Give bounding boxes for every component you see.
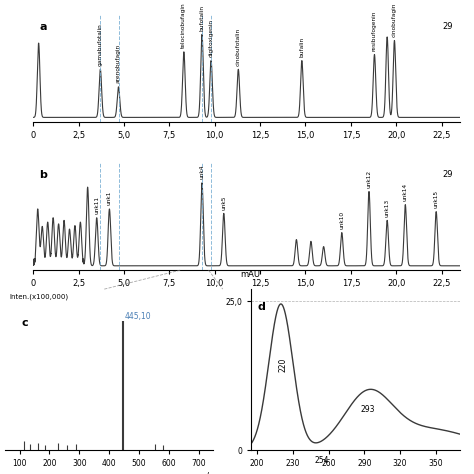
Text: 254: 254 bbox=[314, 456, 328, 465]
Text: 445,10: 445,10 bbox=[125, 312, 152, 321]
Text: unk12: unk12 bbox=[366, 170, 372, 188]
Text: 220: 220 bbox=[279, 357, 288, 372]
Text: 29: 29 bbox=[443, 170, 453, 179]
Text: m/z: m/z bbox=[198, 471, 213, 474]
Text: cinobufotalin: cinobufotalin bbox=[236, 27, 241, 66]
Text: gamabufotalin: gamabufotalin bbox=[98, 23, 103, 66]
Text: b: b bbox=[39, 170, 47, 180]
Text: unk1: unk1 bbox=[107, 191, 112, 205]
Text: 293: 293 bbox=[361, 405, 375, 414]
Text: bufotalin: bufotalin bbox=[200, 5, 204, 31]
Text: a: a bbox=[39, 22, 47, 32]
Text: cinobufagin: cinobufagin bbox=[392, 2, 397, 37]
Text: d: d bbox=[257, 302, 265, 312]
Text: c: c bbox=[21, 318, 28, 328]
Text: unk4: unk4 bbox=[200, 165, 204, 179]
Text: unk13: unk13 bbox=[385, 199, 390, 217]
Text: unk15: unk15 bbox=[434, 190, 438, 208]
Text: unk11: unk11 bbox=[94, 196, 99, 214]
Text: unk14: unk14 bbox=[403, 183, 408, 201]
Text: unk10: unk10 bbox=[339, 211, 344, 229]
Text: mAU: mAU bbox=[241, 271, 261, 280]
Text: arenobufagin: arenobufagin bbox=[116, 44, 121, 83]
Text: bufalin: bufalin bbox=[300, 37, 304, 57]
Text: Inten.(x100,000): Inten.(x100,000) bbox=[9, 294, 68, 301]
Text: telocinobufagin: telocinobufagin bbox=[182, 3, 186, 48]
Text: 29: 29 bbox=[443, 22, 453, 31]
Text: digitoxigenin: digitoxigenin bbox=[209, 19, 214, 57]
Text: unk5: unk5 bbox=[221, 195, 226, 210]
Text: resibufogenin: resibufogenin bbox=[372, 10, 377, 51]
